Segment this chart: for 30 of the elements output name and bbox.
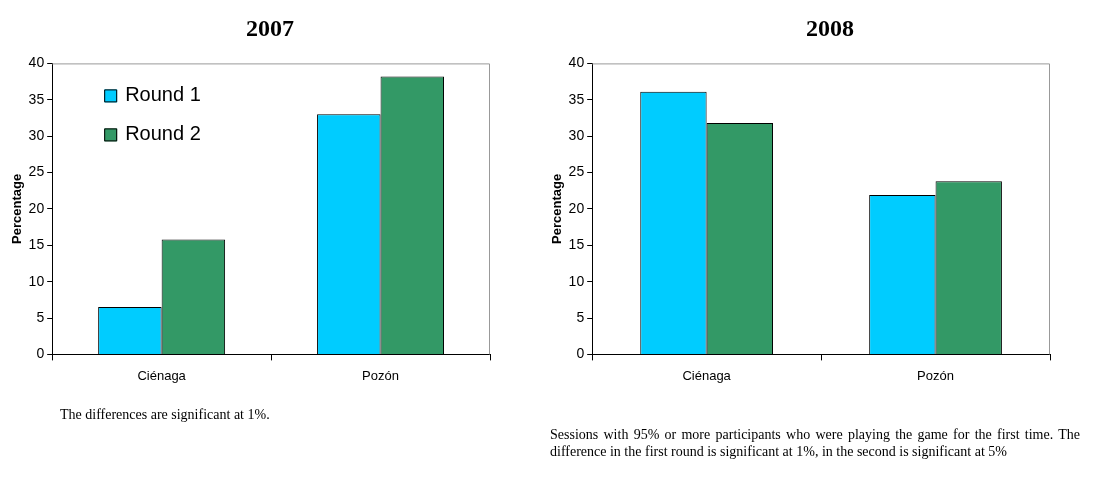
x-tick-label: Pozón <box>362 367 399 383</box>
y-tick-label: 40 <box>28 54 45 71</box>
y-axis-title: Percentage <box>549 173 565 244</box>
y-tick-label: 30 <box>28 127 45 144</box>
text: The differences are significant at 1%. <box>60 406 271 423</box>
chart-title: 2007 <box>245 14 295 43</box>
y-tick-label: 0 <box>576 345 585 362</box>
legend-label: Round 1 <box>125 82 201 105</box>
x-tick-label: Pozón <box>917 367 954 383</box>
x-tick-label: Ciénaga <box>137 367 187 383</box>
y-tick-label: 10 <box>568 272 585 289</box>
text: Sessions with 95% or more participants who were playing the game for the first time. The difference in the first round is significant at 1%, in the second is significant at 5% <box>550 426 1080 460</box>
y-tick-label: 35 <box>568 90 585 107</box>
y-tick-label: 15 <box>568 236 585 253</box>
x-tick-label: Ciénaga <box>682 367 732 383</box>
y-tick-label: 5 <box>36 308 45 325</box>
y-tick-label: 25 <box>28 163 45 180</box>
y-tick-label: 40 <box>568 54 585 71</box>
y-tick-label: 5 <box>576 308 585 325</box>
y-tick-label: 10 <box>28 272 45 289</box>
y-tick-label: 0 <box>36 345 45 362</box>
y-tick-label: 15 <box>28 236 45 253</box>
y-tick-label: 25 <box>568 163 585 180</box>
legend-label: Round 2 <box>125 121 201 144</box>
y-tick-label: 20 <box>28 199 45 216</box>
y-tick-label: 35 <box>28 90 45 107</box>
y-tick-label: 20 <box>568 199 585 216</box>
y-tick-label: 30 <box>568 127 585 144</box>
y-axis-title: Percentage <box>9 173 25 244</box>
chart-title: 2008 <box>805 14 855 43</box>
